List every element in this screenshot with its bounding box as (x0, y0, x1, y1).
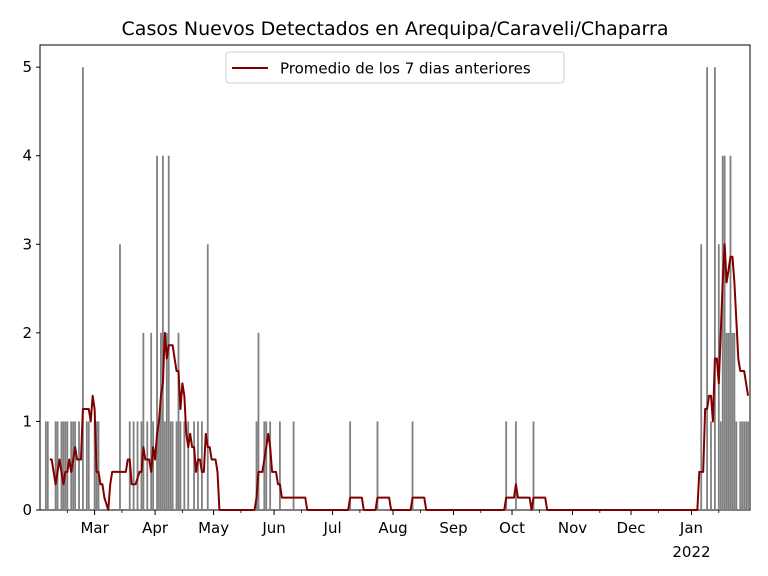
x-tick-label-Dec: Dec (617, 519, 646, 537)
bar-2021-05-24 (257, 332, 260, 510)
bar-2021-07-10 (349, 421, 352, 510)
bar-2021-04-18 (187, 421, 190, 510)
bar-2022-01-29 (745, 421, 747, 510)
y-tick-label-4: 4 (22, 147, 32, 165)
bar-2022-01-23 (733, 332, 736, 510)
bar-2021-03-03 (97, 421, 100, 510)
bar-2022-01-06 (700, 244, 703, 511)
bar-2021-04-04 (160, 332, 162, 510)
bar-2021-06-11 (292, 421, 295, 510)
bar-2021-02-25 (85, 421, 88, 510)
bar-2021-03-31 (152, 421, 155, 510)
bar-2022-01-20 (727, 332, 730, 510)
bar-2021-04-12 (175, 421, 178, 510)
bar-2021-10-03 (515, 421, 517, 510)
bar-2021-07-24 (376, 421, 379, 510)
y-tick-label-3: 3 (22, 235, 32, 253)
bar-2021-04-14 (179, 421, 182, 510)
bar-2021-03-14 (119, 244, 121, 511)
bar-2022-01-16 (719, 421, 722, 510)
bar-2021-02-23 (82, 67, 84, 510)
legend: Promedio de los 7 dias anteriores (225, 51, 565, 84)
x-tick-label-May: May (198, 519, 229, 537)
bar-2021-02-19 (74, 421, 77, 510)
y-tick-label-0: 0 (22, 501, 32, 519)
bar-2021-05-23 (255, 421, 258, 510)
x-tick-label-Jan: Jan (679, 519, 703, 537)
bars-layer (44, 67, 749, 511)
bar-2021-04-28 (206, 244, 209, 511)
series-line-0 (49, 243, 750, 511)
y-tick-label-5: 5 (22, 58, 32, 76)
bar-2022-01-21 (729, 155, 732, 510)
bar-2021-03-28 (146, 421, 149, 510)
bar-2021-02-13 (62, 421, 65, 510)
bar-2022-01-17 (721, 155, 724, 510)
bar-2021-04-02 (156, 155, 158, 510)
bar-2021-03-30 (150, 332, 153, 510)
x-tick-label-Nov: Nov (558, 519, 587, 537)
bar-2021-04-05 (161, 155, 164, 510)
bar-2021-03-21 (132, 421, 135, 510)
legend-label: Promedio de los 7 dias anteriores (280, 60, 531, 78)
bar-2021-04-09 (169, 421, 172, 510)
bar-2021-03-23 (136, 421, 139, 510)
bar-2022-01-18 (723, 155, 726, 510)
bar-2021-04-08 (167, 155, 170, 510)
y-tick-label-2: 2 (22, 324, 32, 342)
bar-2021-04-03 (158, 421, 160, 510)
bar-2021-04-07 (165, 332, 168, 510)
bar-2022-01-28 (743, 421, 746, 510)
bar-2022-01-11 (710, 421, 712, 510)
x-tick-label-Aug: Aug (378, 519, 407, 537)
bar-2022-01-27 (741, 421, 744, 510)
x-tick-label-Jun: Jun (261, 519, 285, 537)
bar-2022-01-30 (747, 421, 749, 510)
bar-2021-02-04 (44, 421, 47, 510)
x-tick-label-Sep: Sep (439, 519, 467, 537)
x-tick-label-Mar: Mar (80, 519, 109, 537)
x-tick-label-Oct: Oct (499, 519, 525, 537)
bar-2021-10-12 (532, 421, 535, 510)
legend-box (225, 51, 565, 84)
bar-2021-04-06 (163, 421, 166, 510)
bar-2021-02-14 (64, 421, 67, 510)
bar-2021-08-11 (411, 421, 414, 510)
bar-2022-01-26 (739, 421, 742, 510)
bar-2021-02-09 (54, 421, 57, 510)
bar-2022-01-22 (731, 332, 734, 510)
x-tick-sublabel-2022: 2022 (672, 543, 710, 561)
bar-2021-03-26 (142, 332, 145, 510)
axes-layer: 0 1 2 3 4 5 Mar Apr May Jun Jul Aug Sep Oct Nov Dec Jan 2… (22, 58, 720, 561)
bar-2021-04-16 (183, 421, 186, 510)
y-tick-label-1: 1 (22, 412, 32, 430)
bar-2021-04-21 (193, 421, 195, 510)
bar-2021-03-01 (93, 421, 96, 510)
bar-2022-01-13 (713, 67, 716, 510)
bar-2021-02-05 (46, 421, 49, 510)
bar-2021-05-28 (265, 421, 268, 510)
bar-2022-01-19 (725, 332, 728, 510)
bar-2021-09-28 (505, 421, 508, 510)
x-tick-label-Apr: Apr (142, 519, 169, 537)
line-layer (49, 243, 750, 511)
chart-title: Casos Nuevos Detectados en Arequipa/Cara… (122, 18, 669, 40)
x-tick-label-Jul: Jul (323, 519, 342, 537)
bar-2021-02-26 (87, 421, 90, 510)
bar-2021-04-13 (177, 332, 180, 510)
bar-2021-04-10 (171, 421, 174, 510)
bar-2021-06-04 (279, 421, 281, 510)
bar-2021-02-21 (78, 421, 80, 510)
bar-2022-01-09 (706, 67, 708, 510)
bar-2021-05-30 (269, 421, 272, 510)
bar-2022-01-24 (735, 421, 738, 510)
